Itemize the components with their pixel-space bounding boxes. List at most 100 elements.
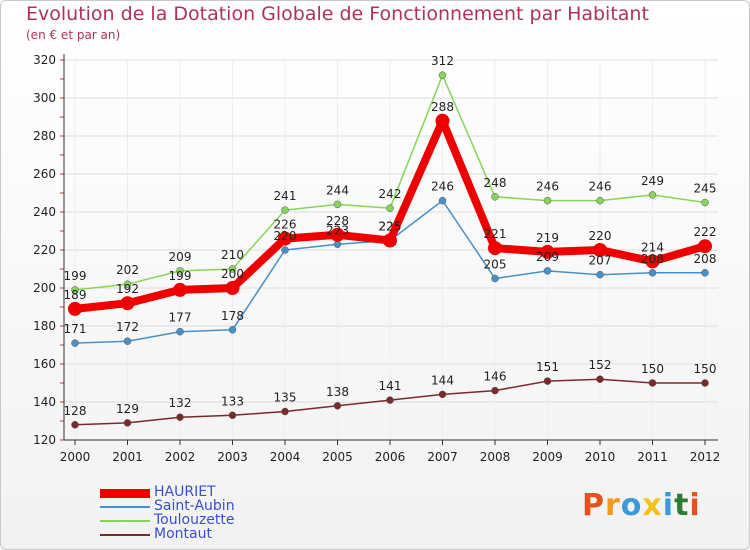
data-label: 150	[694, 362, 717, 376]
data-label: 214	[641, 240, 664, 254]
data-point	[228, 326, 237, 334]
logo-letter: o	[620, 488, 643, 523]
data-point	[596, 375, 604, 383]
legend-label: HAURIET	[154, 484, 216, 500]
y-tick-label: 160	[33, 357, 56, 371]
legend-label: Saint-Aubin	[154, 498, 235, 514]
data-point	[176, 327, 184, 336]
data-point	[281, 407, 289, 416]
y-tick-label: 220	[33, 243, 56, 257]
x-tick-label: 2002	[165, 450, 196, 464]
legend-swatch	[100, 488, 150, 498]
data-label: 146	[484, 370, 507, 384]
x-tick-label: 2000	[60, 450, 91, 464]
y-tick-label: 300	[33, 91, 56, 105]
data-point	[701, 269, 709, 277]
data-label: 220	[274, 229, 297, 243]
data-label: 128	[64, 404, 87, 418]
x-tick-label: 2010	[585, 450, 616, 464]
data-label: 225	[379, 220, 402, 234]
data-point	[278, 231, 292, 246]
data-label: 172	[116, 320, 139, 334]
data-label: 189	[64, 288, 87, 302]
data-label: 202	[116, 263, 139, 277]
data-label: 225	[379, 220, 402, 234]
legend-label: Montaut	[154, 526, 212, 542]
data-point	[123, 419, 132, 427]
data-label: 209	[169, 250, 192, 264]
data-point	[68, 301, 82, 316]
data-label: 135	[274, 391, 297, 405]
chart-subtitle: (en € et par an)	[26, 28, 121, 42]
y-tick-label: 260	[33, 167, 56, 181]
data-label: 132	[169, 396, 192, 410]
data-point	[491, 193, 499, 201]
data-label: 244	[326, 183, 349, 197]
data-point	[491, 386, 499, 395]
data-point	[281, 246, 289, 254]
y-tick-label: 140	[33, 395, 56, 409]
data-point	[596, 270, 604, 279]
data-label: 242	[379, 187, 402, 201]
legend-item: Saint-Aubin	[100, 498, 300, 514]
data-label: 205	[484, 258, 507, 272]
legend-swatch	[100, 534, 150, 536]
data-point	[543, 377, 552, 385]
line-chart: 120 140 160 180 200 220 240 260 280 300 320 2000 200…	[33, 53, 721, 464]
data-label: 208	[694, 252, 717, 266]
data-point	[123, 280, 132, 288]
data-point	[648, 191, 657, 199]
x-tick-label: 2004	[270, 450, 301, 464]
x-tick-label: 2011	[637, 450, 668, 464]
data-point	[228, 411, 237, 420]
y-tick-label: 240	[33, 205, 56, 219]
data-point	[701, 379, 709, 387]
data-label: 222	[694, 225, 717, 239]
data-label: 151	[536, 360, 559, 374]
y-tick-label: 320	[33, 53, 56, 67]
data-label: 288	[431, 100, 454, 114]
data-label: 312	[431, 54, 454, 68]
x-tick-label: 2007	[427, 450, 458, 464]
data-label: 209	[536, 250, 559, 264]
data-label: 150	[641, 362, 664, 376]
data-label: 133	[221, 394, 244, 408]
data-label: 199	[169, 269, 192, 283]
data-point	[71, 286, 79, 294]
data-label: 200	[221, 267, 244, 281]
data-label: 249	[641, 174, 664, 188]
data-point	[543, 196, 552, 205]
data-point	[123, 337, 132, 345]
data-label: 171	[64, 322, 87, 336]
data-point	[228, 265, 237, 273]
data-label: 192	[116, 282, 139, 296]
data-point	[648, 269, 657, 277]
data-label: 219	[536, 231, 559, 245]
logo-letter: i	[689, 488, 701, 523]
data-point	[438, 196, 447, 205]
data-point	[596, 196, 604, 205]
legend-item: Toulouzette	[100, 512, 300, 528]
data-point	[593, 243, 607, 257]
data-point	[543, 267, 552, 275]
x-tick-label: 2003	[217, 450, 248, 464]
data-label: 178	[221, 309, 244, 323]
data-label: 241	[274, 189, 297, 203]
y-tick-label: 120	[33, 433, 56, 447]
data-label: 141	[379, 379, 402, 393]
data-label: 223	[326, 223, 349, 237]
data-point	[71, 421, 79, 429]
chart-title: Evolution de la Dotation Globale de Fonc…	[26, 3, 649, 25]
data-point	[438, 71, 447, 79]
x-tick-label: 2012	[690, 450, 721, 464]
data-point	[176, 267, 184, 275]
data-point	[173, 282, 187, 297]
data-point	[438, 390, 447, 399]
logo-letter: i	[662, 488, 675, 523]
data-label: 246	[431, 180, 454, 194]
legend-item: HAURIET	[100, 484, 300, 500]
data-point	[176, 413, 184, 421]
data-label: 199	[64, 269, 87, 283]
data-label: 228	[326, 214, 349, 228]
